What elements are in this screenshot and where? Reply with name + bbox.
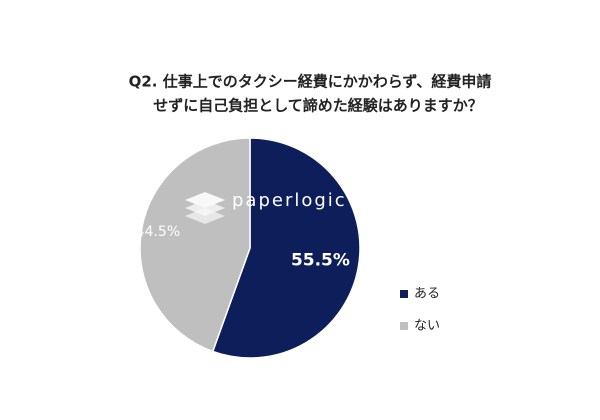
data-label: 55.5% (291, 250, 350, 270)
watermark: paperlogic (232, 190, 347, 211)
chart-title: Q2. 仕事上でのタクシー経費にかかわらず、経費申請 (129, 73, 492, 91)
legend-label: ある (414, 287, 440, 302)
pie-slice (139, 137, 251, 353)
legend-swatch (400, 322, 408, 330)
watermark-logo (185, 192, 225, 224)
legend-label: ない (414, 319, 440, 334)
legend-swatch (400, 290, 408, 298)
pie-slice (211, 137, 361, 359)
chart-title: せずに自己負担として諦めた経験はありますか？ (153, 97, 483, 115)
pie: 55.5% 44.5% (136, 137, 361, 359)
data-label: 44.5% (136, 224, 180, 240)
